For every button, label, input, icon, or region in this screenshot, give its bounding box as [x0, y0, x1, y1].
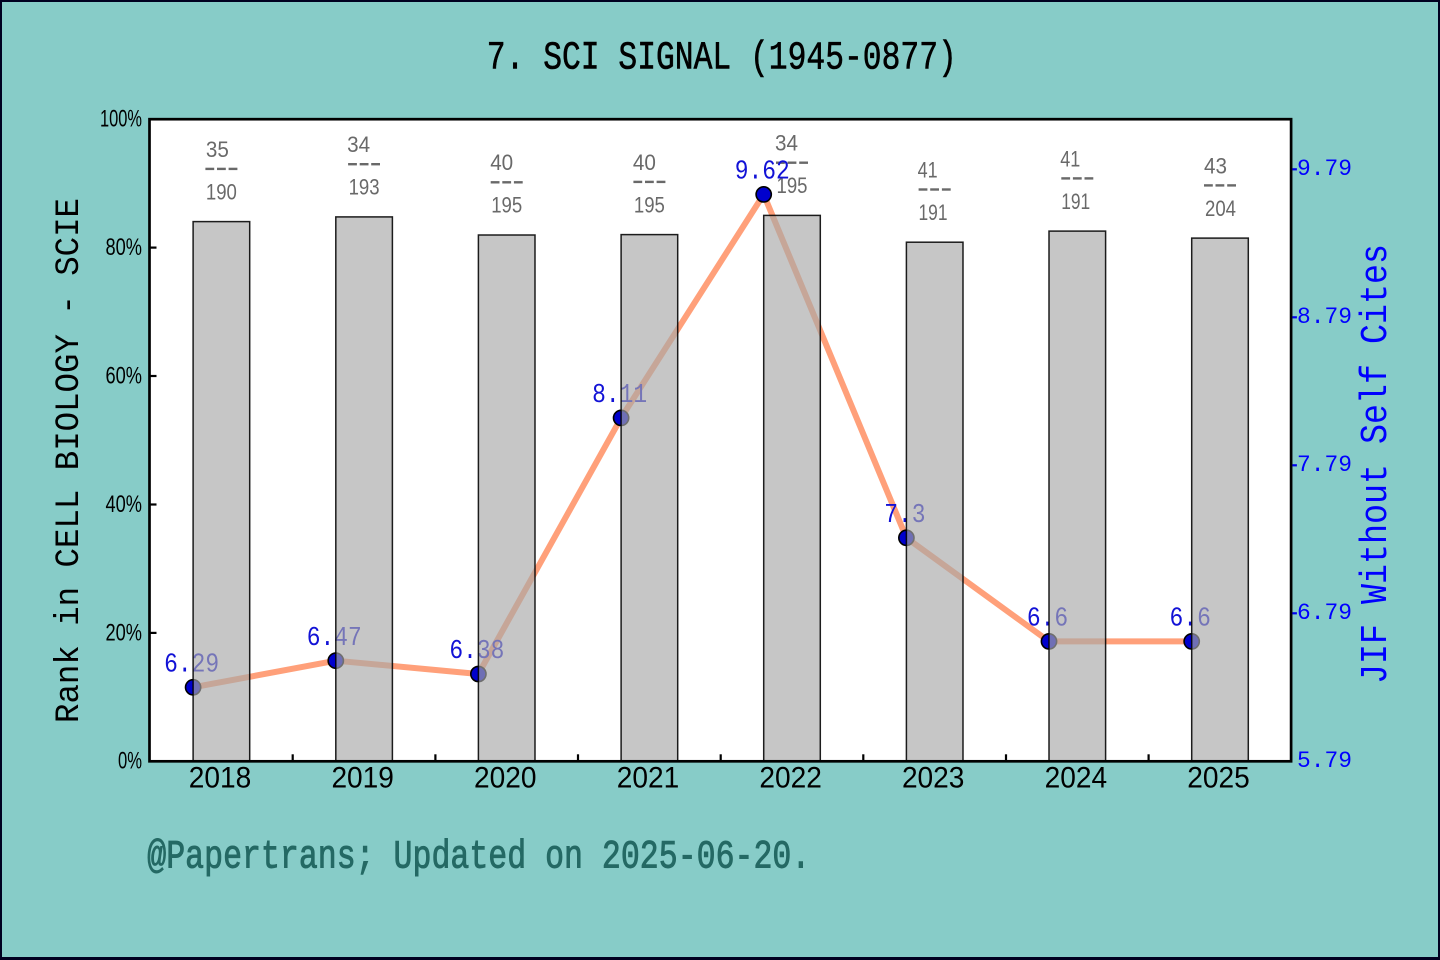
- svg-text:193: 193: [349, 175, 380, 200]
- svg-text:7.79: 7.79: [1297, 452, 1352, 478]
- svg-text:Rank in CELL BIOLOGY - SCIE: Rank in CELL BIOLOGY - SCIE: [51, 198, 89, 723]
- svg-text:0%: 0%: [118, 748, 142, 775]
- svg-text:9.79: 9.79: [1297, 156, 1352, 182]
- svg-text:191: 191: [1061, 189, 1090, 214]
- svg-text:6.79: 6.79: [1297, 600, 1352, 626]
- svg-text:@Papertrans; Updated on 2025-0: @Papertrans; Updated on 2025-06-20.: [147, 836, 810, 881]
- svg-text:9.62: 9.62: [735, 158, 790, 188]
- svg-text:JIF Without Self Cites: JIF Without Self Cites: [1355, 244, 1398, 684]
- svg-text:43: 43: [1204, 153, 1227, 178]
- svg-text:40: 40: [633, 150, 656, 175]
- svg-text:2021: 2021: [617, 762, 680, 795]
- svg-text:2025: 2025: [1187, 762, 1250, 795]
- svg-text:20%: 20%: [106, 619, 143, 646]
- svg-text:204: 204: [1205, 196, 1236, 221]
- svg-text:2020: 2020: [474, 762, 537, 795]
- svg-text:7. SCI SIGNAL (1945-0877): 7. SCI SIGNAL (1945-0877): [487, 36, 957, 81]
- svg-text:34: 34: [347, 132, 370, 157]
- svg-text:2024: 2024: [1045, 762, 1108, 795]
- svg-text:2018: 2018: [189, 762, 252, 795]
- svg-text:100%: 100%: [100, 106, 142, 133]
- svg-text:190: 190: [206, 179, 237, 204]
- svg-text:195: 195: [491, 193, 522, 218]
- svg-text:195: 195: [634, 192, 665, 217]
- svg-text:35: 35: [206, 137, 229, 162]
- svg-text:8.79: 8.79: [1297, 304, 1352, 330]
- svg-text:2019: 2019: [331, 762, 394, 795]
- svg-text:195: 195: [777, 173, 808, 198]
- svg-text:34: 34: [775, 131, 798, 156]
- svg-text:191: 191: [919, 200, 948, 225]
- svg-text:41: 41: [918, 157, 938, 182]
- svg-text:5.79: 5.79: [1297, 748, 1352, 774]
- svg-text:40%: 40%: [106, 491, 143, 518]
- svg-text:40: 40: [490, 150, 513, 175]
- svg-text:2023: 2023: [902, 762, 965, 795]
- svg-text:2022: 2022: [759, 762, 822, 795]
- svg-text:80%: 80%: [106, 234, 143, 261]
- svg-text:60%: 60%: [106, 362, 143, 389]
- svg-text:41: 41: [1060, 146, 1080, 171]
